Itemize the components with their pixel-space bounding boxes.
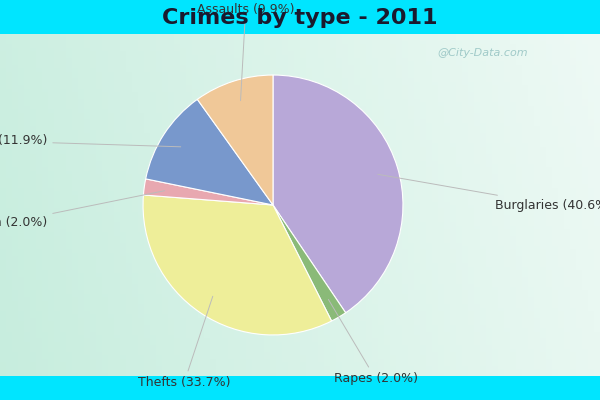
Wedge shape [273, 75, 403, 313]
Text: Arson (2.0%): Arson (2.0%) [0, 191, 164, 229]
Wedge shape [143, 179, 273, 205]
Wedge shape [273, 205, 346, 321]
Text: Crimes by type - 2011: Crimes by type - 2011 [162, 8, 438, 28]
Text: Burglaries (40.6%): Burglaries (40.6%) [378, 174, 600, 212]
Wedge shape [197, 75, 273, 205]
Text: @City-Data.com: @City-Data.com [437, 48, 528, 58]
Text: Auto thefts (11.9%): Auto thefts (11.9%) [0, 134, 181, 147]
Text: Thefts (33.7%): Thefts (33.7%) [138, 296, 230, 389]
Text: Rapes (2.0%): Rapes (2.0%) [328, 300, 418, 385]
Text: Assaults (9.9%): Assaults (9.9%) [197, 3, 295, 101]
Wedge shape [143, 195, 332, 335]
Wedge shape [146, 99, 273, 205]
